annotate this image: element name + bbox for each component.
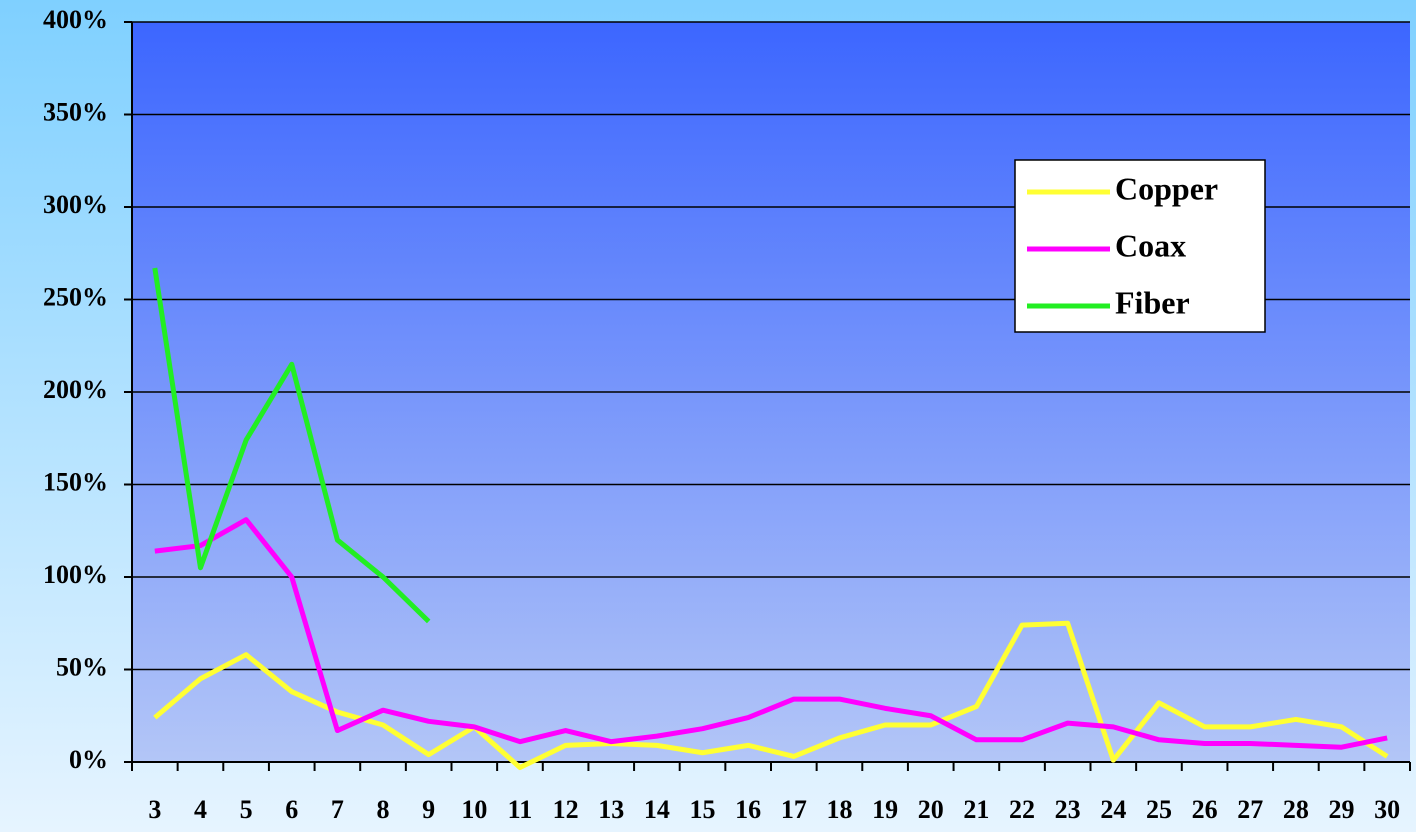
y-tick-label: 50% [56, 652, 108, 681]
y-tick-label: 0% [69, 745, 108, 774]
legend-box [1014, 159, 1266, 333]
x-tick-label: 30 [1374, 795, 1400, 824]
x-tick-label: 23 [1055, 795, 1081, 824]
x-tick-label: 3 [148, 795, 161, 824]
x-tick-label: 14 [644, 795, 670, 824]
y-tick-label: 150% [43, 467, 108, 496]
x-tick-label: 18 [826, 795, 852, 824]
y-tick-label: 350% [43, 97, 108, 126]
x-tick-label: 4 [194, 795, 207, 824]
series-line [152, 267, 431, 624]
y-tick-label: 100% [43, 560, 108, 589]
series-line [154, 517, 1388, 750]
x-tick-label: 13 [598, 795, 624, 824]
x-tick-label: 12 [553, 795, 579, 824]
legend-label: Copper [1115, 170, 1218, 206]
x-tick-label: 15 [690, 795, 716, 824]
x-tick-label: 26 [1192, 795, 1218, 824]
y-tick-label: 250% [43, 282, 108, 311]
y-tick-label: 400% [43, 5, 108, 34]
x-tick-label: 29 [1329, 795, 1355, 824]
x-tick-label: 16 [735, 795, 761, 824]
x-tick-label: 27 [1237, 795, 1263, 824]
legend-label: Coax [1115, 227, 1186, 263]
x-tick-label: 21 [963, 795, 989, 824]
y-tick-label: 300% [43, 190, 108, 219]
x-tick-label: 20 [918, 795, 944, 824]
x-tick-label: 19 [872, 795, 898, 824]
y-tick-label: 200% [43, 375, 108, 404]
x-tick-label: 28 [1283, 795, 1309, 824]
x-tick-label: 25 [1146, 795, 1172, 824]
x-tick-label: 24 [1100, 795, 1126, 824]
x-tick-label: 6 [285, 795, 298, 824]
x-tick-label: 22 [1009, 795, 1035, 824]
x-tick-label: 17 [781, 795, 807, 824]
x-tick-label: 5 [240, 795, 253, 824]
legend-label: Fiber [1115, 284, 1190, 320]
x-tick-label: 10 [461, 795, 487, 824]
x-tick-label: 7 [331, 795, 344, 824]
x-tick-label: 11 [508, 795, 533, 824]
x-tick-label: 9 [422, 795, 435, 824]
x-tick-label: 8 [377, 795, 390, 824]
